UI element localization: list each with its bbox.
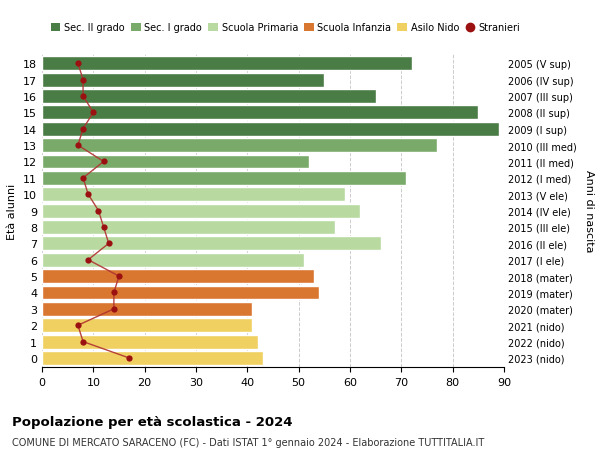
Bar <box>42 319 253 332</box>
Bar <box>42 335 257 349</box>
Legend: Sec. II grado, Sec. I grado, Scuola Primaria, Scuola Infanzia, Asilo Nido, Stran: Sec. II grado, Sec. I grado, Scuola Prim… <box>47 19 524 37</box>
Bar <box>42 139 437 153</box>
Bar <box>42 57 412 71</box>
Bar <box>42 351 263 365</box>
Bar <box>42 188 345 202</box>
Y-axis label: Età alunni: Età alunni <box>7 183 17 239</box>
Bar <box>42 155 309 169</box>
Bar <box>42 286 319 300</box>
Bar <box>42 237 381 251</box>
Bar <box>42 204 360 218</box>
Bar <box>42 269 314 284</box>
Bar <box>42 123 499 136</box>
Bar <box>42 73 325 87</box>
Bar <box>42 90 376 104</box>
Bar <box>42 253 304 267</box>
Bar <box>42 220 335 235</box>
Text: COMUNE DI MERCATO SARACENO (FC) - Dati ISTAT 1° gennaio 2024 - Elaborazione TUTT: COMUNE DI MERCATO SARACENO (FC) - Dati I… <box>12 437 484 447</box>
Y-axis label: Anni di nascita: Anni di nascita <box>584 170 593 252</box>
Bar <box>42 172 406 185</box>
Bar <box>42 302 253 316</box>
Bar <box>42 106 478 120</box>
Text: Popolazione per età scolastica - 2024: Popolazione per età scolastica - 2024 <box>12 415 293 428</box>
